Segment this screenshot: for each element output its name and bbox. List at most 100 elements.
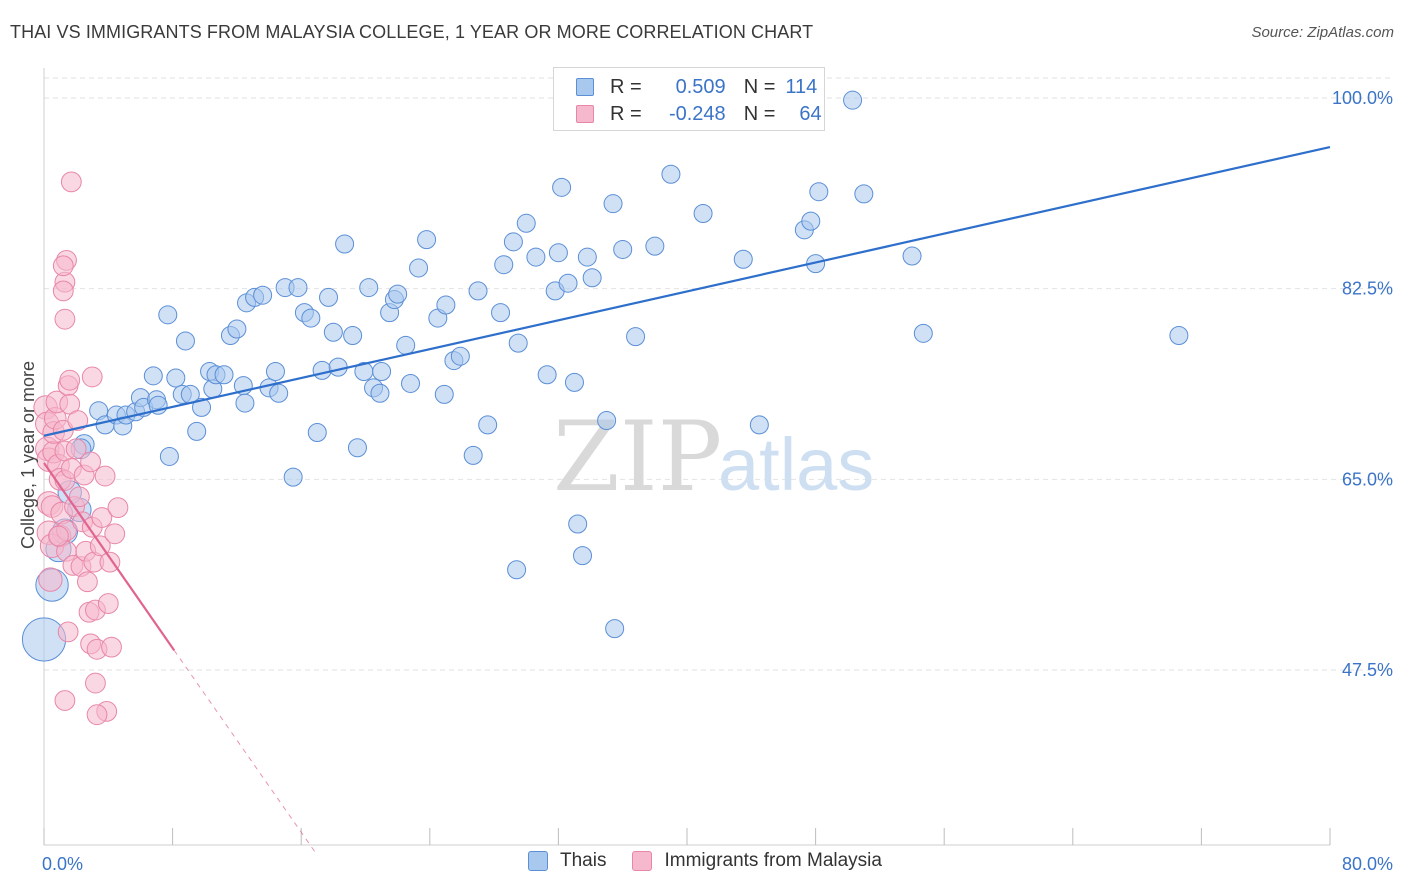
thais-point xyxy=(388,284,408,304)
thais-point xyxy=(409,258,429,278)
thais-point xyxy=(450,346,470,366)
malaysia-point xyxy=(54,690,76,711)
thais-point xyxy=(235,393,255,413)
trend-lines xyxy=(43,145,1331,856)
thais-point xyxy=(359,278,379,298)
n-value: 64 xyxy=(799,102,822,125)
watermark-atlas: atlas xyxy=(718,423,874,506)
thais-point xyxy=(494,255,514,275)
thais-point xyxy=(582,268,602,288)
malaysia-point xyxy=(107,497,129,519)
malaysia-point xyxy=(57,621,79,643)
n-label: N = xyxy=(743,102,776,125)
malaysia-point xyxy=(85,672,106,694)
thais-point xyxy=(1169,326,1189,346)
tick-labels: 47.5% 65.0% 82.5% 100.0% 0.0% 80.0% xyxy=(42,88,1393,874)
thais-point xyxy=(507,560,527,580)
thais-point xyxy=(343,326,363,346)
thais-point xyxy=(548,243,568,263)
malaysia-point xyxy=(52,255,74,277)
thais-point xyxy=(749,415,769,435)
thais-swatch xyxy=(576,78,594,96)
thais-point xyxy=(463,445,483,465)
legend-item-malaysia[interactable]: Immigrants from Malaysia xyxy=(632,850,882,872)
thais-point xyxy=(573,546,593,566)
thais-point xyxy=(733,249,753,269)
malaysia-point xyxy=(97,593,119,614)
malaysia-point xyxy=(99,551,121,573)
legend-row-thais: R = 0.509 N = 114 xyxy=(576,75,817,99)
malaysia-point xyxy=(52,280,74,302)
thais-point xyxy=(323,322,343,342)
thais-point xyxy=(552,177,572,197)
n-label: N = xyxy=(743,75,776,98)
thais-point xyxy=(214,365,234,385)
thais-point xyxy=(645,236,665,256)
series-malaysia xyxy=(33,171,129,726)
malaysia-point xyxy=(81,366,103,388)
thais-trend-line xyxy=(43,145,1331,437)
thais-point xyxy=(227,319,247,339)
source-credit: Source: ZipAtlas.com xyxy=(1251,24,1394,41)
thais-point xyxy=(396,335,416,355)
thais-point xyxy=(417,230,437,250)
gridlines xyxy=(44,77,1393,671)
thais-point xyxy=(902,246,922,266)
malaysia-point xyxy=(54,308,76,330)
x-tick-label: 80.0% xyxy=(1342,854,1393,874)
thais-point xyxy=(491,303,511,323)
malaysia-point xyxy=(94,465,116,487)
thais-point xyxy=(843,90,863,110)
series-legend: Thais Immigrants from Malaysia xyxy=(528,850,908,872)
legend-label-thais: Thais xyxy=(560,850,607,871)
malaysia-point xyxy=(67,410,89,431)
malaysia-point xyxy=(38,567,63,592)
malaysia-point xyxy=(65,438,87,460)
thais-point xyxy=(187,421,207,441)
y-axis-label: College, 1 year or more xyxy=(18,361,38,549)
thais-point xyxy=(347,438,367,458)
thais-point xyxy=(372,361,392,381)
thais-point xyxy=(307,422,327,442)
malaysia-point xyxy=(60,171,82,193)
thais-point xyxy=(143,366,163,386)
thais-point xyxy=(283,467,303,487)
thais-point xyxy=(597,410,617,430)
malaysia-point xyxy=(80,451,102,473)
thais-point xyxy=(809,182,829,202)
malaysia-point xyxy=(77,571,98,593)
thais-point xyxy=(693,203,713,223)
thais-point xyxy=(558,273,578,293)
thais-point xyxy=(854,184,874,204)
thais-point xyxy=(166,368,186,388)
thais-point xyxy=(801,211,821,231)
thais-point xyxy=(603,194,623,214)
r-value: -0.248 xyxy=(668,102,726,125)
malaysia-point xyxy=(59,369,81,391)
thais-point xyxy=(253,285,273,305)
x-tick-label: 0.0% xyxy=(42,854,83,874)
thais-point xyxy=(626,327,646,347)
thais-point xyxy=(265,361,285,381)
thais-point xyxy=(370,383,390,403)
legend-row-malaysia: R = -0.248 N = 64 xyxy=(576,102,822,126)
thais-point xyxy=(21,617,67,662)
thais-point xyxy=(613,239,633,259)
malaysia-swatch xyxy=(576,105,594,123)
thais-point xyxy=(478,415,498,435)
y-tick-label: 82.5% xyxy=(1342,279,1393,299)
malaysia-point xyxy=(68,486,90,508)
thais-point xyxy=(436,295,456,315)
thais-point xyxy=(537,365,557,385)
thais-point xyxy=(564,372,584,392)
thais-point xyxy=(159,446,179,466)
thais-point xyxy=(301,308,321,328)
thais-point xyxy=(335,234,355,254)
r-label: R = xyxy=(610,75,642,98)
thais-point xyxy=(158,305,178,325)
y-tick-label: 47.5% xyxy=(1342,660,1393,680)
watermark-zip: ZIP xyxy=(553,401,722,513)
legend-item-thais[interactable]: Thais xyxy=(528,850,606,872)
thais-point xyxy=(288,278,308,298)
